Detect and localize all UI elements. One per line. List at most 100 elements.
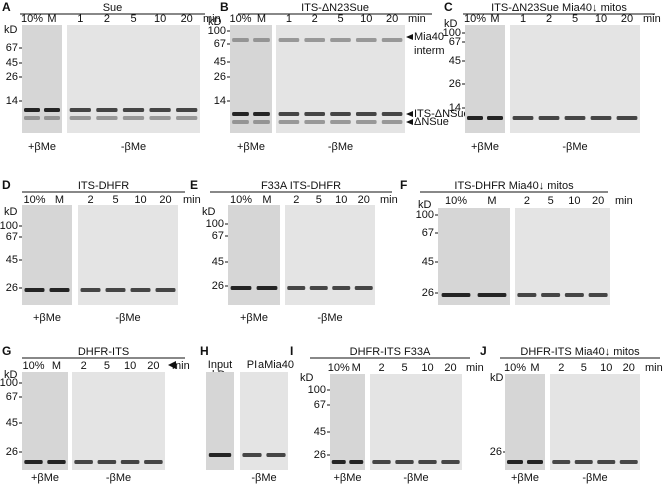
lane-label: 10% xyxy=(23,194,45,206)
band xyxy=(395,460,414,464)
band xyxy=(309,286,328,290)
kd-label: kD xyxy=(418,199,432,211)
band xyxy=(541,293,561,297)
panel-title: DHFR-ITS xyxy=(78,346,129,358)
band-annotation: ΔNSue xyxy=(414,116,449,128)
lane-label: 2 xyxy=(104,13,110,25)
band xyxy=(120,460,140,464)
lane-label: 2 xyxy=(87,194,93,206)
kd-label: kD xyxy=(300,372,314,384)
lane-label: M xyxy=(530,362,539,374)
band xyxy=(330,120,351,124)
marker-label: 67 xyxy=(314,399,326,411)
band xyxy=(278,38,300,42)
band xyxy=(122,108,145,112)
lane-label: 2 xyxy=(524,195,530,207)
marker-label: 45 xyxy=(314,426,326,438)
condition-label: +βMe xyxy=(471,141,499,153)
band xyxy=(253,120,270,124)
marker-label: 14 xyxy=(449,102,461,114)
gel xyxy=(22,372,68,470)
band xyxy=(512,116,534,120)
panel-letter: C xyxy=(444,0,453,14)
panel-title: Sue xyxy=(103,2,123,14)
band xyxy=(49,288,70,292)
band xyxy=(354,286,373,290)
unit-label: min xyxy=(645,362,663,374)
marker-label: 26 xyxy=(212,280,224,292)
kd-label: kD xyxy=(202,206,216,218)
condition-label: -βMe xyxy=(121,141,146,153)
lane-label: 10% xyxy=(445,195,467,207)
band xyxy=(597,460,616,464)
lane-label: aMia40 xyxy=(258,359,294,371)
marker-label: 67 xyxy=(6,231,18,243)
band xyxy=(24,116,40,120)
lane-label: M xyxy=(52,360,61,372)
band xyxy=(588,293,608,297)
lane-label: 5 xyxy=(401,362,407,374)
gel xyxy=(465,25,505,133)
band xyxy=(44,108,60,112)
lane-label: 5 xyxy=(548,195,554,207)
arrowhead xyxy=(406,34,413,40)
band xyxy=(253,112,270,116)
band xyxy=(619,460,638,464)
band xyxy=(278,112,300,116)
band xyxy=(232,38,249,42)
condition-label: -βMe xyxy=(403,472,428,484)
kd-label: kD xyxy=(4,206,18,218)
band xyxy=(122,116,145,120)
band xyxy=(69,116,91,120)
marker-label: 45 xyxy=(212,256,224,268)
lane-label: 5 xyxy=(316,194,322,206)
band xyxy=(355,120,377,124)
band xyxy=(278,120,300,124)
gel xyxy=(330,374,365,470)
lane-label: 2 xyxy=(312,13,318,25)
band xyxy=(331,460,346,464)
unit-label: min xyxy=(643,13,661,25)
lane-label: 2 xyxy=(378,362,384,374)
panel-letter: I xyxy=(290,344,293,358)
band xyxy=(266,453,286,457)
band xyxy=(149,108,171,112)
lane-label: 2 xyxy=(293,194,299,206)
marker-label: 100 xyxy=(416,209,434,221)
panel-letter: H xyxy=(200,344,209,358)
lane-label: 20 xyxy=(181,13,193,25)
condition-label: +βMe xyxy=(240,312,268,324)
arrowhead xyxy=(406,111,413,117)
band xyxy=(441,293,471,297)
band xyxy=(155,288,176,292)
band-annotation: interm xyxy=(414,45,445,57)
lane-label: 20 xyxy=(621,13,633,25)
band xyxy=(552,460,571,464)
lane-label: 2 xyxy=(81,360,87,372)
marker-label: 45 xyxy=(422,256,434,268)
lane-label: 1 xyxy=(77,13,83,25)
marker-label: 26 xyxy=(6,282,18,294)
condition-label: +βMe xyxy=(237,141,265,153)
marker-label: 67 xyxy=(449,36,461,48)
lane-label: Input xyxy=(208,359,232,371)
marker-label: 100 xyxy=(208,25,226,37)
band xyxy=(381,120,403,124)
condition-label: -βMe xyxy=(562,141,587,153)
lane-label: 10% xyxy=(504,362,526,374)
band xyxy=(330,38,351,42)
band-annotation: ITS-ΔNSue xyxy=(414,108,470,120)
lane-label: 10% xyxy=(229,13,251,25)
panel-letter: E xyxy=(190,178,198,192)
condition-label: -βMe xyxy=(582,472,607,484)
marker-label: 26 xyxy=(6,71,18,83)
kd-label: kD xyxy=(4,369,18,381)
lane-label: 1 xyxy=(286,13,292,25)
lane-label: 5 xyxy=(337,13,343,25)
unit-label: min xyxy=(172,360,190,372)
lane-label: 20 xyxy=(444,362,456,374)
panel-title: DHFR-ITS F33A xyxy=(350,346,431,358)
panel-letter: B xyxy=(220,0,229,14)
band xyxy=(242,453,262,457)
lane-label: M xyxy=(47,13,56,25)
